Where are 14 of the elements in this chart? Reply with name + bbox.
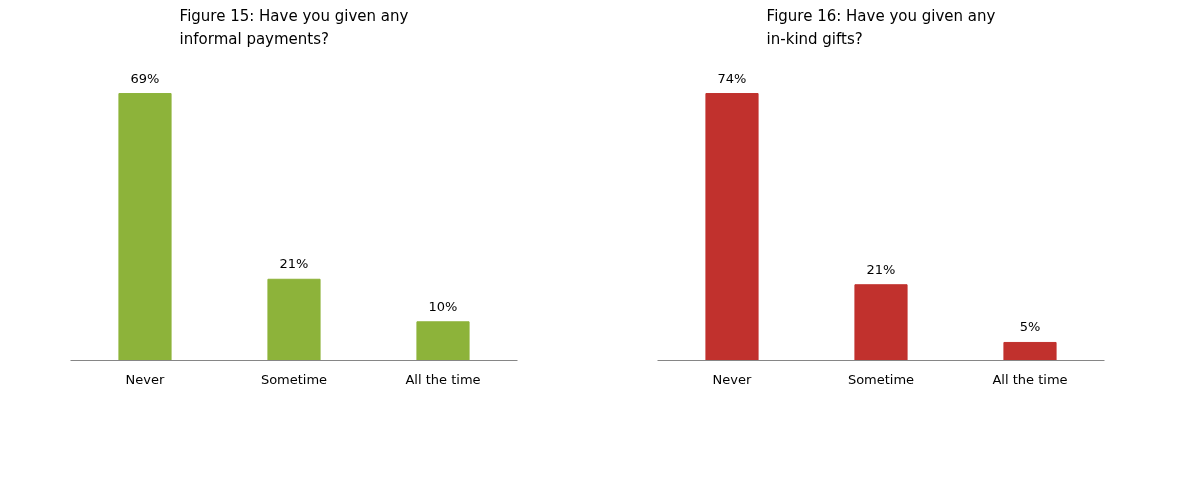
x-tick-label: Sometime — [847, 371, 915, 387]
x-tick-label: All the time — [992, 371, 1068, 387]
data-label: 21% — [866, 261, 896, 277]
data-label: 21% — [279, 256, 309, 272]
x-tick-label: Never — [125, 371, 166, 387]
x-tick-label: Never — [712, 371, 753, 387]
data-label: 74% — [717, 70, 747, 86]
x-tick-label: Sometime — [260, 371, 328, 387]
data-label: 5% — [1019, 319, 1041, 335]
data-label: 10% — [428, 298, 458, 314]
data-label: 69% — [130, 70, 160, 86]
chart-title: Figure 16: Have you given any in-kind gifts? — [766, 7, 996, 49]
chart-title: Figure 15: Have you given any informal payments? — [179, 7, 409, 49]
x-tick-label: All the time — [405, 371, 481, 387]
